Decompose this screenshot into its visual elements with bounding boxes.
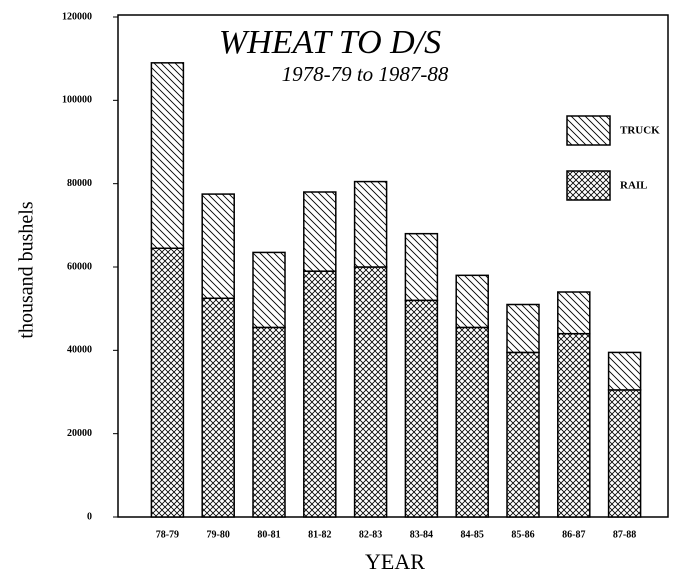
x-tick-label: 87-88 (613, 529, 636, 540)
x-tick-label: 86-87 (562, 529, 585, 540)
plot-frame (117, 14, 669, 518)
legend-swatch (566, 115, 611, 146)
x-tick-label: 85-86 (511, 529, 534, 540)
bar-segment (252, 251, 286, 329)
bar-segment (557, 291, 591, 335)
bar-segment (353, 180, 388, 268)
x-axis-label: YEAR (365, 549, 425, 574)
y-tick-label: 80000 (67, 178, 92, 189)
bar-segment (506, 303, 540, 354)
bar-segment (506, 351, 540, 518)
legend-swatch (566, 170, 611, 201)
bar-segment (353, 266, 388, 518)
y-tick-label: 60000 (67, 261, 92, 272)
chart-title: WHEAT TO D/S (219, 24, 441, 61)
y-tick-label: 100000 (62, 95, 92, 106)
x-tick-label: 81-82 (308, 529, 331, 540)
y-tick-label: 0 (87, 511, 92, 522)
x-tick-label: 79-80 (207, 529, 230, 540)
y-tick-label: 120000 (62, 11, 92, 22)
bar-segment (404, 299, 439, 518)
bar-segment (455, 274, 489, 329)
chart-subtitle: 1978-79 to 1987-88 (282, 62, 449, 86)
bar-segment (201, 193, 235, 299)
bar-segment (252, 326, 286, 518)
legend-label: RAIL (620, 180, 648, 192)
bar-segment (404, 232, 439, 302)
x-tick-label: 84-85 (461, 529, 484, 540)
bar-segment (607, 351, 642, 391)
bar-segment (150, 62, 185, 250)
x-tick-label: 83-84 (410, 529, 433, 540)
bar-segment (607, 389, 642, 518)
bar-segment (557, 332, 591, 518)
x-tick-label: 82-83 (359, 529, 382, 540)
legend-label: TRUCK (620, 125, 660, 137)
bar-segment (150, 247, 185, 518)
y-tick-label: 20000 (67, 428, 92, 439)
x-tick-label: 80-81 (257, 529, 280, 540)
bar-segment (303, 191, 337, 272)
y-tick-label: 40000 (67, 345, 92, 356)
x-tick-label: 78-79 (156, 529, 179, 540)
bar-segment (201, 297, 235, 518)
bar-segment (455, 326, 489, 518)
y-axis-label: thousand bushels (16, 201, 38, 338)
bar-segment (303, 270, 337, 518)
